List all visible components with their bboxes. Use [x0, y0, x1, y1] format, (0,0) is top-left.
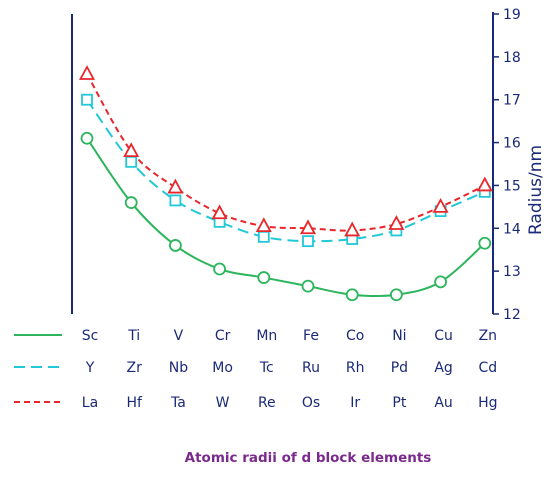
element-label-Ru: Ru	[302, 360, 320, 376]
series-markers-group	[78, 65, 493, 302]
element-label-Ir: Ir	[350, 395, 360, 411]
element-label-Re: Re	[258, 395, 276, 411]
marker-Au	[432, 197, 449, 213]
marker-La	[78, 65, 96, 80]
element-label-W: W	[216, 395, 230, 411]
element-label-Cr: Cr	[215, 328, 231, 344]
marker-Co	[345, 288, 359, 302]
marker-Ti	[124, 196, 138, 209]
element-label-Mn: Mn	[256, 328, 277, 344]
marker-Pt	[388, 215, 405, 230]
marker-Tc	[257, 230, 270, 243]
chart-caption: Atomic radii of d block elements	[185, 450, 432, 466]
axes-group: 12 13 14 15 16 17 18 19	[71, 7, 521, 323]
marker-Ta	[167, 178, 184, 194]
element-label-Os: Os	[302, 395, 320, 411]
series-1-line	[86, 137, 486, 298]
marker-Fe	[301, 279, 315, 293]
series-lines-group	[86, 73, 486, 298]
element-label-Tc: Tc	[259, 360, 274, 376]
marker-Hf	[123, 142, 140, 158]
element-label-Mo: Mo	[212, 360, 233, 376]
marker-Ru	[302, 235, 314, 248]
y-tick-label-13: 13	[503, 264, 521, 280]
marker-Y	[81, 93, 93, 106]
element-label-V: V	[174, 328, 184, 344]
element-label-Ti: Ti	[127, 328, 140, 344]
y-tick-label-18: 18	[503, 50, 521, 66]
element-label-Hg: Hg	[478, 395, 497, 411]
element-label-Cu: Cu	[434, 328, 453, 344]
element-label-Fe: Fe	[303, 328, 319, 344]
y-tick-label-17: 17	[503, 93, 521, 109]
element-label-Y: Y	[85, 360, 95, 376]
marker-Ni	[389, 288, 403, 302]
y-tick-label-15: 15	[503, 178, 521, 194]
marker-Re	[255, 217, 272, 233]
y-axis-title: Radius/nm	[526, 145, 546, 235]
element-label-Hf: Hf	[126, 395, 143, 411]
element-label-Au: Au	[434, 395, 452, 411]
element-label-Nb: Nb	[169, 360, 188, 376]
y-tick-label-16: 16	[503, 136, 521, 152]
element-label-Ni: Ni	[392, 328, 406, 344]
marker-Os	[299, 219, 317, 235]
marker-Nb	[169, 194, 182, 207]
marker-Cr	[213, 262, 227, 276]
element-label-Ta: Ta	[170, 395, 186, 411]
element-label-Cd: Cd	[478, 360, 497, 376]
element-label-Rh: Rh	[346, 360, 365, 376]
marker-Cu	[434, 275, 448, 289]
element-labels-group: Sc Ti V Cr Mn Fe Co Ni Cu Zn Y Zr Nb Mo Tc Ru Rh Pd Ag Cd La…	[82, 328, 498, 411]
element-label-Pt: Pt	[392, 395, 406, 411]
element-label-La: La	[82, 395, 98, 411]
series-3-line	[86, 73, 486, 232]
element-label-Zn: Zn	[479, 328, 497, 344]
marker-V	[168, 239, 182, 252]
marker-Mn	[257, 271, 271, 284]
marker-Zr	[125, 155, 138, 168]
element-label-Pd: Pd	[391, 360, 408, 376]
y-tick-label-12: 12	[503, 307, 521, 323]
element-label-Zr: Zr	[127, 360, 143, 376]
marker-Zn	[478, 236, 492, 250]
legend-group	[14, 334, 62, 403]
marker-Ir	[344, 221, 361, 237]
marker-W	[211, 204, 228, 220]
y-tick-label-19: 19	[503, 7, 521, 23]
element-label-Co: Co	[346, 328, 364, 344]
element-label-Sc: Sc	[82, 328, 99, 344]
marker-Hg	[476, 176, 493, 192]
element-label-Ag: Ag	[434, 360, 452, 376]
y-tick-label-14: 14	[503, 221, 521, 237]
marker-Sc	[80, 131, 94, 145]
